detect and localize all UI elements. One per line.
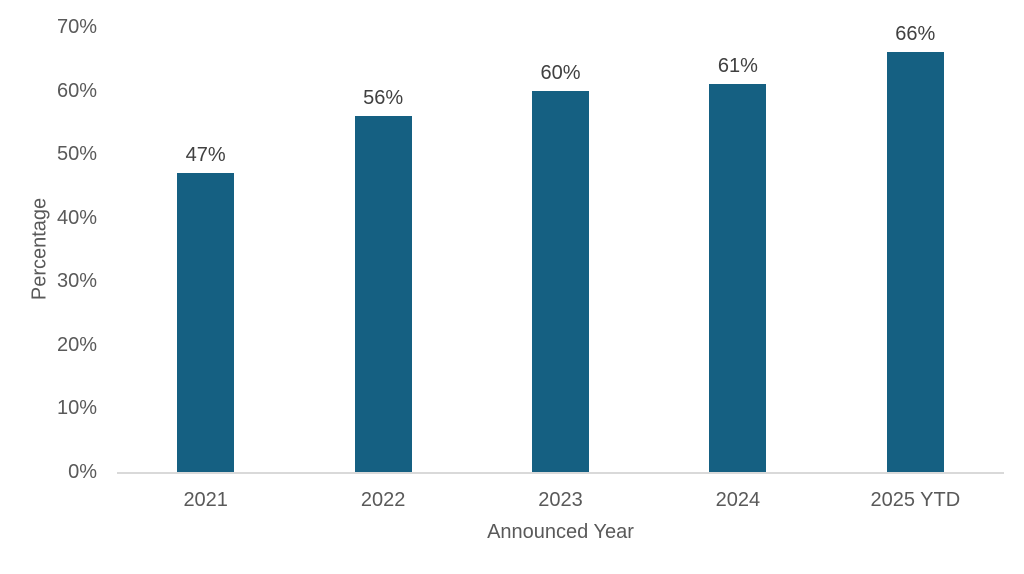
y-tick-label: 10% [56,397,97,420]
y-tick-label: 50% [56,143,97,166]
bar-data-label: 60% [540,61,581,84]
bar-2024 [709,84,767,472]
y-tick-label: 40% [56,206,97,229]
bar-2022 [354,116,412,472]
y-tick-label: 0% [68,461,97,483]
x-tick-label: 2025 YTD [870,489,961,511]
y-tick-label: 30% [56,270,97,293]
bar-2023 [532,90,589,472]
bar-2025 YTD [886,52,944,472]
x-tick-label: 2023 [538,489,583,511]
bar-data-label: 56% [363,87,404,109]
x-tick-label: 2022 [360,489,406,511]
bar-data-label: 66% [895,23,936,46]
bar-data-label: 47% [185,144,226,167]
x-tick-label: 2021 [183,489,228,511]
x-axis-title: Announced Year [487,521,634,543]
y-tick-label: 20% [56,333,97,356]
bar-data-label: 61% [717,55,758,78]
y-tick-label: 60% [56,79,97,102]
plot-area: 47% 56% 60% 61% 66% [117,23,1004,474]
x-tick-label: 2024 [715,489,761,511]
bar-2021 [177,173,235,472]
y-tick-label: 70% [56,16,97,38]
